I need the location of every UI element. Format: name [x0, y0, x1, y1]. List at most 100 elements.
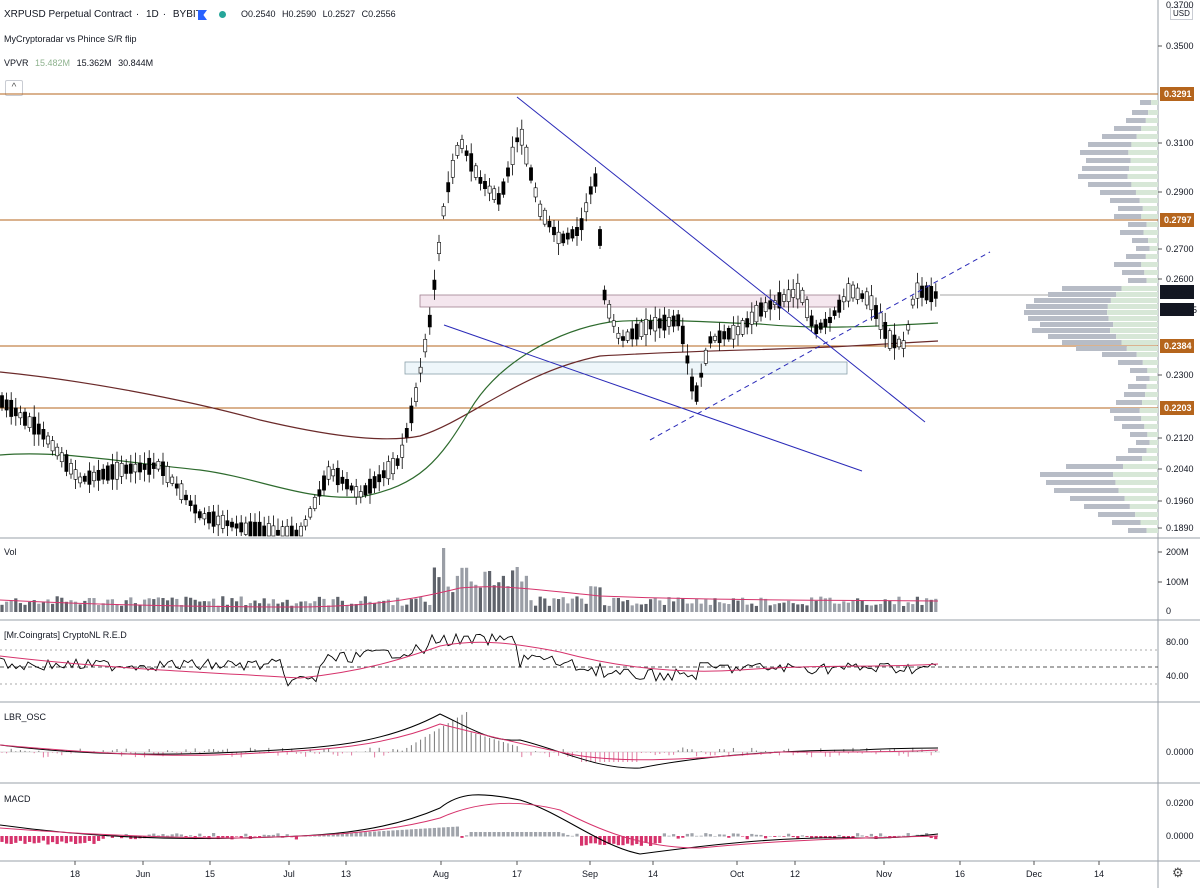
vol-axis-label: 100M — [1166, 577, 1189, 587]
vpvr-bar-down — [1141, 126, 1158, 131]
volume-bar — [911, 604, 915, 612]
candle-down — [289, 525, 294, 537]
macd-histogram-bar — [685, 833, 689, 837]
volume-bar — [630, 605, 634, 612]
macd-histogram-bar — [225, 836, 229, 839]
vpvr-bar-up — [1114, 416, 1142, 421]
volume-bar — [846, 602, 850, 612]
vpvr-bar-up — [1136, 440, 1150, 445]
ma-slow-line — [0, 340, 939, 440]
macd-histogram-bar — [566, 834, 570, 837]
candle-up — [423, 339, 428, 353]
sr-level-tag: 0.2797 — [1160, 213, 1194, 227]
vpvr-bar-down — [1108, 316, 1158, 321]
candle-down — [496, 193, 501, 205]
volume-bar — [699, 603, 703, 612]
volume-bar — [465, 567, 469, 612]
volume-bar — [695, 598, 699, 612]
macd-histogram-bar — [488, 832, 492, 837]
volume-bar — [483, 571, 487, 612]
vpvr-bar-up — [1136, 376, 1150, 381]
volume-bar — [294, 603, 298, 612]
candle-up — [855, 287, 860, 300]
macd-histogram-bar — [460, 836, 464, 838]
vpvr-bar-down — [1141, 214, 1158, 219]
macd-histogram-bar — [74, 836, 78, 844]
candle-down — [837, 299, 842, 313]
macd-histogram-bar — [828, 836, 832, 839]
countdown-tag — [1160, 303, 1194, 316]
macd-histogram-bar — [837, 834, 841, 837]
x-tick-label: Jun — [136, 869, 151, 879]
macd-histogram-bar — [184, 836, 188, 838]
volume-bar — [396, 597, 400, 612]
vpvr-bar-up — [1040, 472, 1114, 477]
settings-gear-icon[interactable]: ⚙ — [1172, 865, 1184, 880]
candle-up — [156, 461, 161, 470]
macd-histogram-bar — [879, 833, 883, 837]
vpvr-bar-down — [1142, 360, 1158, 365]
vpvr-bar-up — [1130, 368, 1148, 373]
macd-histogram-bar — [64, 836, 68, 844]
red-pane-title: [Mr.Coingrats] CryptoNL R.E.D — [4, 630, 127, 640]
candle-down — [561, 233, 566, 244]
candle-up — [55, 446, 60, 457]
candle-up — [897, 338, 901, 348]
last-price-tag — [1160, 285, 1194, 299]
volume-bar — [308, 603, 312, 612]
volume-bar — [773, 604, 777, 612]
x-tick-label: Nov — [876, 869, 893, 879]
candle-down — [161, 461, 165, 476]
volume-bar — [511, 570, 515, 612]
vpvr-legend[interactable]: VPVR 15.482M 15.362M 30.844M — [4, 58, 157, 68]
macd-histogram-bar — [511, 832, 515, 837]
candle-down — [892, 334, 897, 349]
red-axis-label: 80.00 — [1166, 637, 1189, 647]
symbol-name[interactable]: XRPUSD Perpetual Contract — [4, 9, 132, 20]
macd-histogram-bar — [152, 833, 156, 837]
macd-histogram-bar — [60, 836, 64, 842]
candle-down — [372, 476, 377, 489]
macd-histogram-bar — [262, 834, 266, 837]
volume-bar — [800, 604, 804, 612]
macd-histogram-bar — [520, 832, 524, 837]
macd-histogram-bar — [547, 832, 551, 837]
vpvr-bar-down — [1148, 110, 1158, 115]
volume-bar — [23, 604, 27, 612]
vpvr-bar-down — [1141, 416, 1158, 421]
indicator-label[interactable]: MyCryptoradar vs Phince S/R flip — [4, 34, 137, 44]
candle-down — [427, 314, 432, 328]
candle-up — [901, 340, 906, 349]
macd-histogram-bar — [442, 827, 446, 837]
macd-histogram-bar — [221, 836, 225, 838]
macd-histogram-bar — [253, 836, 257, 837]
vpvr-bar-up — [1118, 206, 1143, 211]
volume-bar — [557, 599, 561, 612]
vpvr-value-3: 30.844M — [118, 58, 154, 68]
flag-icon[interactable] — [198, 10, 207, 20]
volume-bar — [575, 596, 579, 612]
vpvr-bar-down — [1146, 384, 1158, 389]
price-tick-label: 0.2700 — [1166, 244, 1194, 254]
vpvr-bar-up — [1080, 150, 1129, 155]
vpvr-bar-down — [1140, 520, 1158, 525]
sr-zone-lower — [404, 361, 848, 375]
macd-histogram-bar — [409, 829, 413, 837]
vol-pane-title: Vol — [4, 547, 17, 557]
exchange-label: BYBIT — [172, 9, 202, 20]
x-tick-label: 14 — [648, 869, 658, 879]
vpvr-bar-down — [1113, 472, 1158, 477]
vol-axis-label: 0 — [1166, 606, 1171, 616]
collapse-chevron-icon[interactable]: ^ — [5, 80, 23, 96]
macd-histogram-bar — [212, 833, 216, 837]
volume-bar — [506, 586, 510, 612]
candle-down — [101, 468, 106, 480]
vpvr-bar-down — [1115, 480, 1158, 485]
interval-label[interactable]: 1D — [145, 9, 159, 20]
macd-histogram-bar — [819, 836, 823, 839]
volume-bar — [681, 598, 685, 612]
currency-badge[interactable]: USD — [1170, 7, 1193, 20]
macd-histogram-bar — [823, 836, 827, 839]
volume-bar — [41, 602, 45, 612]
